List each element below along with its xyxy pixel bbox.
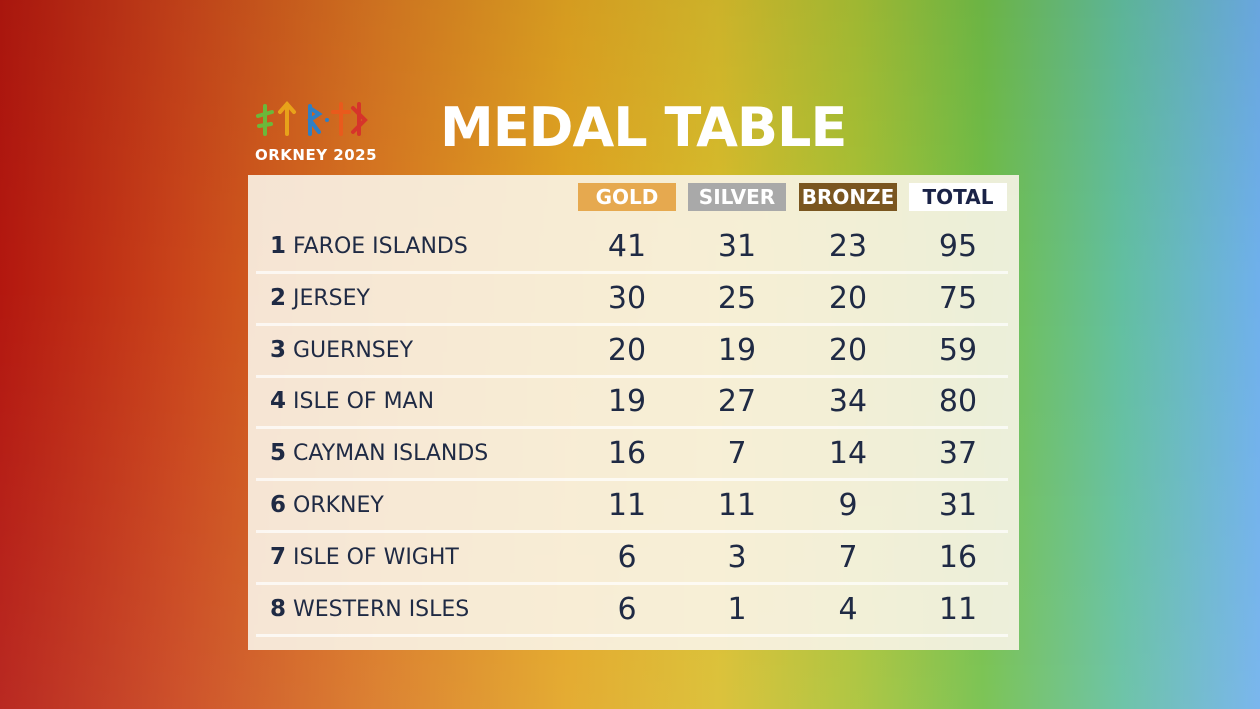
medal-count: 14 (828, 436, 868, 472)
column-header: TOTAL (909, 183, 1007, 211)
rank: 3 (269, 336, 286, 363)
country-name: JERSEY (293, 285, 370, 311)
medal-count: 95 (938, 229, 978, 264)
rank: 2 (269, 284, 286, 311)
rank: 8 (269, 595, 286, 622)
rank: 4 (269, 388, 286, 415)
title: MEDAL TABLE (440, 96, 847, 159)
medal-count: 20 (607, 332, 647, 368)
medal-count: 37 (938, 436, 978, 472)
medal-count: 7 (727, 436, 747, 472)
table-row: 2 JERSEY 30 25 20 75 (256, 274, 1008, 326)
medal-table: GOLD SILVER BRONZE TOTAL 1 FAROE ISLANDS 41 31 2… (248, 175, 1019, 650)
country-name: ISLE OF WIGHT (293, 544, 459, 570)
medal-count: 41 (607, 229, 647, 264)
country-name: GUERNSEY (293, 337, 414, 363)
medal-count: 80 (938, 384, 978, 420)
country-name: ORKNEY (293, 493, 384, 518)
medal-count: 9 (838, 488, 858, 523)
medal-count: 31 (717, 229, 757, 264)
table-row: 8 WESTERN ISLES 6 1 4 11 (256, 585, 1008, 637)
medal-count: 31 (938, 488, 978, 523)
table-row: 6 ORKNEY 11 11 9 31 (256, 481, 1008, 533)
medal-count: 59 (938, 332, 978, 368)
medal-count: 3 (727, 539, 747, 575)
medal-count: 30 (607, 280, 647, 316)
medal-count: 6 (617, 539, 637, 575)
country-name: FAROE ISLANDS (293, 234, 468, 259)
medal-count: 11 (717, 488, 757, 523)
table-row: 4 ISLE OF MAN 19 27 34 80 (256, 377, 1008, 430)
medal-count: 16 (938, 539, 978, 575)
medal-count: 23 (828, 229, 868, 264)
logo-mark (256, 100, 368, 136)
medal-count: 20 (828, 332, 868, 368)
rank: 5 (269, 440, 286, 467)
medal-count: 1 (727, 591, 747, 627)
column-header: BRONZE (799, 183, 897, 211)
medal-count: 19 (717, 332, 757, 368)
table-row: 5 CAYMAN ISLANDS 16 7 14 37 (256, 429, 1008, 482)
table-row: 1 FAROE ISLANDS 41 31 23 95 (256, 222, 1008, 274)
medal-count: 7 (838, 539, 858, 575)
medal-count: 34 (828, 384, 868, 420)
medal-count: 4 (838, 591, 858, 627)
medal-count: 27 (717, 384, 757, 420)
medal-count: 6 (617, 591, 637, 627)
country-name: CAYMAN ISLANDS (293, 441, 489, 467)
rank: 7 (269, 543, 286, 570)
column-header: SILVER (688, 183, 786, 211)
country-name: WESTERN ISLES (293, 596, 470, 622)
table-row: 3 GUERNSEY 20 19 20 59 (256, 326, 1008, 378)
medal-count: 11 (938, 591, 978, 627)
country-name: ISLE OF MAN (293, 389, 435, 415)
medal-count: 16 (607, 436, 647, 472)
medal-count: 20 (828, 280, 868, 316)
medal-count: 75 (938, 280, 978, 316)
medal-count: 11 (607, 488, 647, 523)
table-row: 7 ISLE OF WIGHT 6 3 7 16 (256, 533, 1008, 585)
column-header: GOLD (578, 183, 676, 211)
rank: 6 (269, 492, 286, 518)
medal-count: 25 (717, 280, 757, 316)
medal-count: 19 (607, 384, 647, 420)
logo-text: ORKNEY 2025 (255, 146, 378, 164)
rank: 1 (269, 233, 286, 259)
